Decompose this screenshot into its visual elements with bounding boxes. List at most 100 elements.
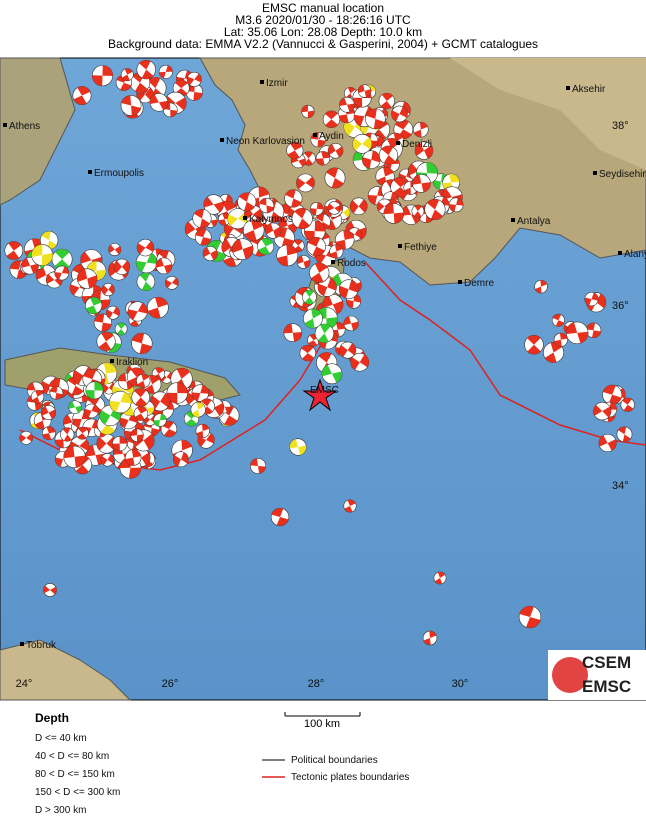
place-label: Kalymnos bbox=[249, 214, 293, 225]
beachball-quadrant bbox=[593, 404, 611, 418]
beachball-quadrant bbox=[203, 196, 224, 213]
beachball bbox=[343, 315, 359, 332]
beachball bbox=[101, 283, 115, 297]
beachball-quadrant bbox=[139, 60, 154, 80]
beachball-quadrant bbox=[310, 202, 324, 216]
beachball-quadrant bbox=[339, 343, 356, 357]
beachball bbox=[72, 86, 92, 105]
beachball bbox=[120, 68, 134, 82]
beachball-quadrant bbox=[232, 239, 254, 260]
beachball bbox=[4, 241, 24, 260]
beachball bbox=[257, 238, 275, 255]
beachball-quadrant bbox=[150, 393, 170, 410]
beachball-quadrant bbox=[128, 367, 145, 387]
beachball-quadrant bbox=[285, 189, 302, 208]
beachball-quadrant bbox=[46, 274, 63, 286]
beachball-quadrant bbox=[325, 110, 338, 128]
beachball bbox=[185, 83, 203, 101]
beachball-quadrant bbox=[586, 293, 606, 311]
beachball bbox=[102, 381, 116, 395]
logo-emsc: EMSC bbox=[582, 677, 631, 696]
event-line: M3.6 2020/01/30 - 18:26:16 UTC bbox=[235, 13, 411, 27]
place-marker bbox=[331, 260, 335, 264]
scale-label: 100 km bbox=[304, 718, 340, 730]
place-label: Demre bbox=[464, 278, 494, 289]
beachball bbox=[85, 296, 103, 315]
beachball bbox=[30, 390, 45, 404]
beachball bbox=[172, 451, 189, 468]
depth-class: D <= 40 km bbox=[35, 733, 87, 744]
beachball bbox=[324, 167, 346, 189]
beachball-quadrant bbox=[554, 333, 568, 347]
legend-title: Depth bbox=[35, 711, 69, 725]
beachball bbox=[321, 363, 343, 385]
beachball-quadrant bbox=[339, 97, 355, 112]
beachball-quadrant bbox=[160, 372, 173, 382]
map: EMSC Izmir Athens Aksehir Aydin Neon Karlova… bbox=[0, 57, 646, 701]
beachball-quadrant bbox=[449, 198, 464, 212]
place-marker bbox=[260, 80, 264, 84]
beachball bbox=[302, 289, 317, 305]
beachball bbox=[616, 426, 633, 443]
beachball-quadrant bbox=[21, 257, 39, 274]
beachball bbox=[303, 308, 323, 329]
epicenter-label: EMSC bbox=[310, 385, 339, 396]
beachball-quadrant bbox=[50, 386, 63, 400]
beachball bbox=[602, 384, 623, 405]
beachball bbox=[301, 104, 315, 119]
beachball bbox=[158, 64, 173, 79]
beachball-quadrant bbox=[165, 277, 179, 288]
beachball bbox=[317, 277, 337, 297]
beachball bbox=[231, 238, 254, 260]
beachball bbox=[160, 420, 178, 438]
beachball-quadrant bbox=[301, 105, 315, 118]
beachball bbox=[136, 238, 155, 257]
beachball bbox=[124, 449, 142, 466]
beachball-quadrant bbox=[10, 260, 28, 279]
beachball bbox=[365, 108, 386, 130]
beachball-quadrant bbox=[173, 452, 189, 467]
beachball-quadrant bbox=[423, 631, 437, 645]
beachball-quadrant bbox=[6, 241, 22, 260]
beachball bbox=[414, 141, 434, 160]
beachball-quadrant bbox=[166, 382, 188, 404]
beachball bbox=[130, 428, 144, 442]
beachball-quadrant bbox=[73, 86, 91, 105]
mechanisms bbox=[4, 59, 635, 646]
beachball bbox=[620, 397, 635, 412]
logo-globe bbox=[552, 657, 588, 693]
beachball bbox=[96, 331, 116, 351]
beachball-quadrant bbox=[586, 322, 601, 338]
location-line: Lat: 35.06 Lon: 28.08 Depth: 10.0 km bbox=[224, 25, 422, 39]
beachball bbox=[296, 173, 315, 193]
place-label: Rodos bbox=[337, 258, 366, 269]
beachball bbox=[314, 323, 335, 344]
beachball bbox=[106, 305, 120, 320]
graticule-labels: 24° 26° 28° 30° 38° 36° 34° bbox=[16, 120, 629, 690]
beachball-quadrant bbox=[134, 388, 147, 407]
place-marker bbox=[3, 123, 7, 127]
beachball-quadrant bbox=[345, 87, 356, 100]
beachball-quadrant bbox=[289, 439, 307, 455]
beachball bbox=[585, 322, 602, 339]
beachball bbox=[309, 202, 324, 216]
beachball-quadrant bbox=[201, 398, 213, 415]
lat-label: 34° bbox=[612, 480, 629, 492]
beachball-quadrant bbox=[98, 332, 114, 351]
beachball bbox=[75, 426, 89, 440]
beachball-quadrant bbox=[206, 240, 227, 262]
beachball-quadrant bbox=[321, 364, 342, 383]
beachball-quadrant bbox=[293, 239, 303, 252]
land-greece bbox=[0, 57, 76, 206]
beachball-quadrant bbox=[584, 292, 599, 306]
beachball bbox=[127, 301, 148, 322]
legend-tectonic: Tectonic plates boundaries bbox=[291, 772, 409, 783]
lat-label: 38° bbox=[612, 120, 629, 132]
beachball-quadrant bbox=[197, 433, 215, 447]
beachball-quadrant bbox=[149, 94, 168, 111]
beachball bbox=[153, 413, 167, 427]
beachball bbox=[334, 230, 355, 250]
beachball bbox=[136, 272, 156, 291]
beachball-quadrant bbox=[304, 289, 314, 305]
